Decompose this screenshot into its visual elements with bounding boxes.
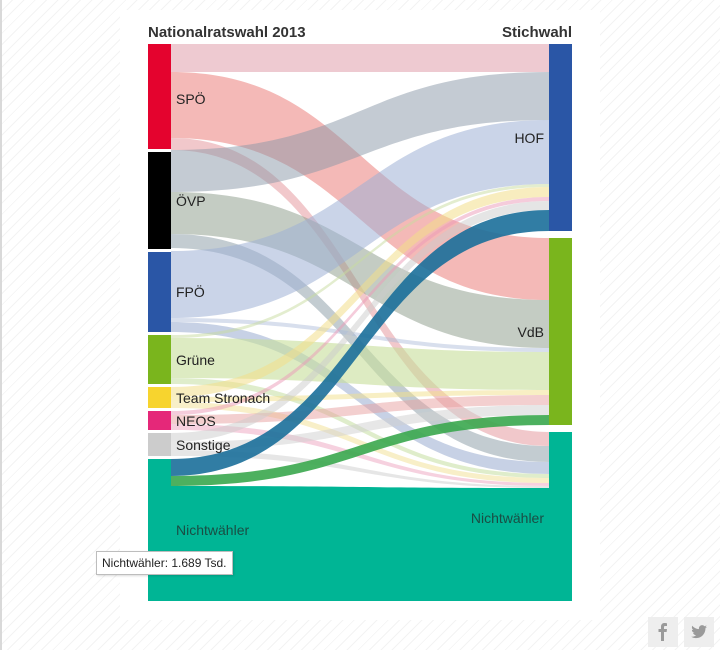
label-oevp: ÖVP [176,192,206,209]
frame-border [0,0,2,650]
label-neos: NEOS [176,413,216,429]
node-stronach[interactable] [148,387,171,408]
node-oevp[interactable] [148,152,171,249]
node-hof[interactable] [549,44,572,231]
header-left: Nationalratswahl 2013 [148,24,306,41]
flow-spoe-hof[interactable] [171,44,549,72]
flow-stronach-nw[interactable] [171,402,549,483]
header-right: Stichwahl [502,24,572,41]
node-nichtwaehler-target[interactable] [549,432,572,601]
label-fpoe: FPÖ [176,283,205,300]
twitter-share-button[interactable] [684,617,714,647]
flow-sonstige-hof[interactable] [171,201,549,442]
label-vdb: VdB [518,324,544,340]
node-neos[interactable] [148,411,171,430]
label-nichtwaehler-source: Nichtwähler [176,522,249,538]
flow-gruene-vdb[interactable] [171,338,549,390]
node-nichtwaehler-source[interactable] [148,459,171,601]
facebook-icon [658,623,667,641]
flow-fpoe-hof[interactable] [171,120,549,318]
label-gruene: Grüne [176,352,215,368]
label-stronach: Team Stronach [176,390,270,406]
node-sonstige[interactable] [148,433,171,456]
flow-stronach-hof[interactable] [171,187,549,397]
label-spoe: SPÖ [176,90,206,107]
node-fpoe[interactable] [148,252,171,332]
flows [171,44,549,601]
flow-nichtwaehler-nw[interactable] [171,486,549,601]
node-spoe[interactable] [148,44,171,149]
target-nodes [549,44,572,601]
label-nichtwaehler-target: Nichtwähler [471,510,544,526]
node-gruene[interactable] [148,335,171,384]
source-nodes [148,44,171,601]
node-vdb[interactable] [549,238,572,425]
flow-neos-hof[interactable] [171,197,549,415]
flow-sonstige-nw[interactable] [171,450,549,488]
flow-oevp-vdb[interactable] [171,192,549,348]
flow-nichtwaehler-vdb[interactable] [171,415,549,486]
flow-oevp-hof[interactable] [171,72,549,192]
facebook-share-button[interactable] [648,617,678,647]
flow-stronach-vdb[interactable] [171,390,549,402]
twitter-icon [691,625,707,639]
tooltip: Nichtwähler: 1.689 Tsd. [96,551,233,575]
flow-nichtwaehler-hof[interactable] [171,210,549,476]
label-hof: HOF [514,130,544,146]
flow-gruene-hof[interactable] [171,184,549,338]
label-sonstige: Sonstige [176,437,231,453]
